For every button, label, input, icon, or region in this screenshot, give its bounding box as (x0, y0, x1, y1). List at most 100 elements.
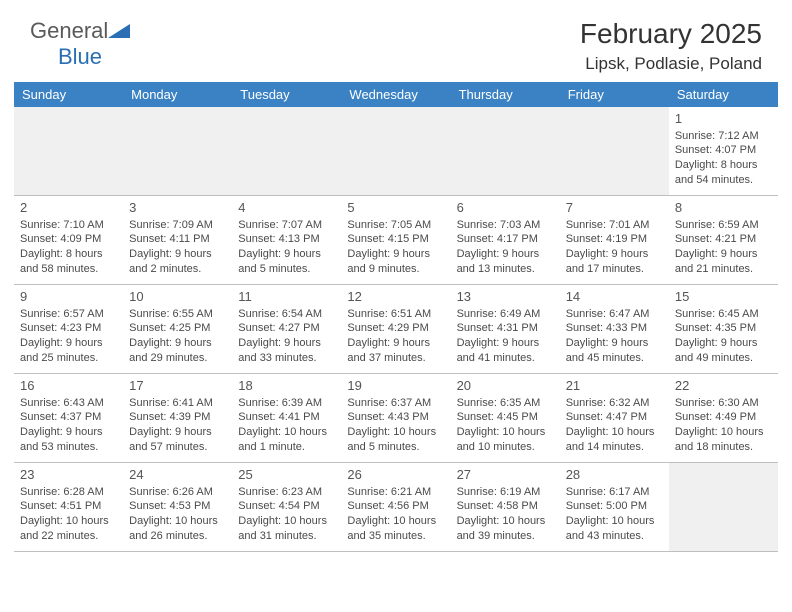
day-cell: 25Sunrise: 6:23 AMSunset: 4:54 PMDayligh… (232, 463, 341, 551)
daylight-line: Daylight: 9 hours and 21 minutes. (675, 247, 772, 277)
sunset-line: Sunset: 4:33 PM (566, 321, 663, 336)
sunrise-line: Sunrise: 7:01 AM (566, 218, 663, 233)
week-row: 1Sunrise: 7:12 AMSunset: 4:07 PMDaylight… (14, 107, 778, 196)
daylight-line: Daylight: 9 hours and 53 minutes. (20, 425, 117, 455)
day-cell: 11Sunrise: 6:54 AMSunset: 4:27 PMDayligh… (232, 285, 341, 373)
sunrise-line: Sunrise: 6:35 AM (457, 396, 554, 411)
day-cell: 14Sunrise: 6:47 AMSunset: 4:33 PMDayligh… (560, 285, 669, 373)
sunrise-line: Sunrise: 6:21 AM (347, 485, 444, 500)
sunset-line: Sunset: 5:00 PM (566, 499, 663, 514)
empty-cell (123, 107, 232, 195)
day-number: 18 (238, 377, 335, 395)
sunset-line: Sunset: 4:58 PM (457, 499, 554, 514)
day-number: 2 (20, 199, 117, 217)
sunset-line: Sunset: 4:15 PM (347, 232, 444, 247)
title-block: February 2025 Lipsk, Podlasie, Poland (580, 18, 762, 74)
daylight-line: Daylight: 10 hours and 39 minutes. (457, 514, 554, 544)
day-cell: 19Sunrise: 6:37 AMSunset: 4:43 PMDayligh… (341, 374, 450, 462)
sunrise-line: Sunrise: 7:05 AM (347, 218, 444, 233)
empty-cell (669, 463, 778, 551)
day-number: 25 (238, 466, 335, 484)
day-cell: 4Sunrise: 7:07 AMSunset: 4:13 PMDaylight… (232, 196, 341, 284)
sunrise-line: Sunrise: 6:28 AM (20, 485, 117, 500)
day-number: 1 (675, 110, 772, 128)
sunrise-line: Sunrise: 6:26 AM (129, 485, 226, 500)
sunrise-line: Sunrise: 6:59 AM (675, 218, 772, 233)
day-number: 6 (457, 199, 554, 217)
daylight-line: Daylight: 10 hours and 1 minute. (238, 425, 335, 455)
sunrise-line: Sunrise: 6:55 AM (129, 307, 226, 322)
sunset-line: Sunset: 4:27 PM (238, 321, 335, 336)
daylight-line: Daylight: 9 hours and 5 minutes. (238, 247, 335, 277)
sunrise-line: Sunrise: 6:19 AM (457, 485, 554, 500)
logo-text-blue: Blue (58, 44, 102, 69)
sunrise-line: Sunrise: 6:39 AM (238, 396, 335, 411)
day-cell: 22Sunrise: 6:30 AMSunset: 4:49 PMDayligh… (669, 374, 778, 462)
daylight-line: Daylight: 9 hours and 25 minutes. (20, 336, 117, 366)
week-row: 2Sunrise: 7:10 AMSunset: 4:09 PMDaylight… (14, 196, 778, 285)
day-cell: 10Sunrise: 6:55 AMSunset: 4:25 PMDayligh… (123, 285, 232, 373)
sunrise-line: Sunrise: 6:17 AM (566, 485, 663, 500)
sunrise-line: Sunrise: 7:09 AM (129, 218, 226, 233)
sunset-line: Sunset: 4:53 PM (129, 499, 226, 514)
day-cell: 28Sunrise: 6:17 AMSunset: 5:00 PMDayligh… (560, 463, 669, 551)
week-row: 9Sunrise: 6:57 AMSunset: 4:23 PMDaylight… (14, 285, 778, 374)
day-cell: 26Sunrise: 6:21 AMSunset: 4:56 PMDayligh… (341, 463, 450, 551)
day-number: 22 (675, 377, 772, 395)
sunrise-line: Sunrise: 6:51 AM (347, 307, 444, 322)
sunrise-line: Sunrise: 6:45 AM (675, 307, 772, 322)
calendar: Sunday Monday Tuesday Wednesday Thursday… (0, 82, 792, 552)
day-number: 11 (238, 288, 335, 306)
weeks-container: 1Sunrise: 7:12 AMSunset: 4:07 PMDaylight… (14, 107, 778, 552)
day-cell: 9Sunrise: 6:57 AMSunset: 4:23 PMDaylight… (14, 285, 123, 373)
daylight-line: Daylight: 9 hours and 41 minutes. (457, 336, 554, 366)
sunrise-line: Sunrise: 6:43 AM (20, 396, 117, 411)
day-number: 5 (347, 199, 444, 217)
sunset-line: Sunset: 4:09 PM (20, 232, 117, 247)
empty-cell (232, 107, 341, 195)
day-number: 7 (566, 199, 663, 217)
daylight-line: Daylight: 9 hours and 37 minutes. (347, 336, 444, 366)
day-cell: 17Sunrise: 6:41 AMSunset: 4:39 PMDayligh… (123, 374, 232, 462)
sunset-line: Sunset: 4:07 PM (675, 143, 772, 158)
daylight-line: Daylight: 10 hours and 18 minutes. (675, 425, 772, 455)
sunset-line: Sunset: 4:11 PM (129, 232, 226, 247)
sunset-line: Sunset: 4:35 PM (675, 321, 772, 336)
daylight-line: Daylight: 10 hours and 22 minutes. (20, 514, 117, 544)
weekday-monday: Monday (123, 82, 232, 107)
day-cell: 6Sunrise: 7:03 AMSunset: 4:17 PMDaylight… (451, 196, 560, 284)
sunset-line: Sunset: 4:41 PM (238, 410, 335, 425)
day-number: 24 (129, 466, 226, 484)
day-number: 23 (20, 466, 117, 484)
daylight-line: Daylight: 9 hours and 13 minutes. (457, 247, 554, 277)
daylight-line: Daylight: 9 hours and 33 minutes. (238, 336, 335, 366)
day-number: 15 (675, 288, 772, 306)
daylight-line: Daylight: 8 hours and 58 minutes. (20, 247, 117, 277)
logo-triangle-icon (108, 20, 130, 43)
sunset-line: Sunset: 4:49 PM (675, 410, 772, 425)
day-number: 4 (238, 199, 335, 217)
sunset-line: Sunset: 4:29 PM (347, 321, 444, 336)
week-row: 23Sunrise: 6:28 AMSunset: 4:51 PMDayligh… (14, 463, 778, 552)
daylight-line: Daylight: 10 hours and 26 minutes. (129, 514, 226, 544)
sunset-line: Sunset: 4:56 PM (347, 499, 444, 514)
sunrise-line: Sunrise: 7:07 AM (238, 218, 335, 233)
sunset-line: Sunset: 4:45 PM (457, 410, 554, 425)
sunrise-line: Sunrise: 6:30 AM (675, 396, 772, 411)
day-number: 12 (347, 288, 444, 306)
daylight-line: Daylight: 9 hours and 45 minutes. (566, 336, 663, 366)
daylight-line: Daylight: 9 hours and 2 minutes. (129, 247, 226, 277)
day-cell: 24Sunrise: 6:26 AMSunset: 4:53 PMDayligh… (123, 463, 232, 551)
daylight-line: Daylight: 9 hours and 29 minutes. (129, 336, 226, 366)
daylight-line: Daylight: 10 hours and 35 minutes. (347, 514, 444, 544)
sunrise-line: Sunrise: 7:10 AM (20, 218, 117, 233)
sunrise-line: Sunrise: 6:47 AM (566, 307, 663, 322)
month-title: February 2025 (580, 18, 762, 50)
sunset-line: Sunset: 4:31 PM (457, 321, 554, 336)
daylight-line: Daylight: 10 hours and 10 minutes. (457, 425, 554, 455)
day-number: 28 (566, 466, 663, 484)
sunset-line: Sunset: 4:21 PM (675, 232, 772, 247)
day-number: 17 (129, 377, 226, 395)
header: General Blue February 2025 Lipsk, Podlas… (0, 0, 792, 82)
daylight-line: Daylight: 9 hours and 57 minutes. (129, 425, 226, 455)
